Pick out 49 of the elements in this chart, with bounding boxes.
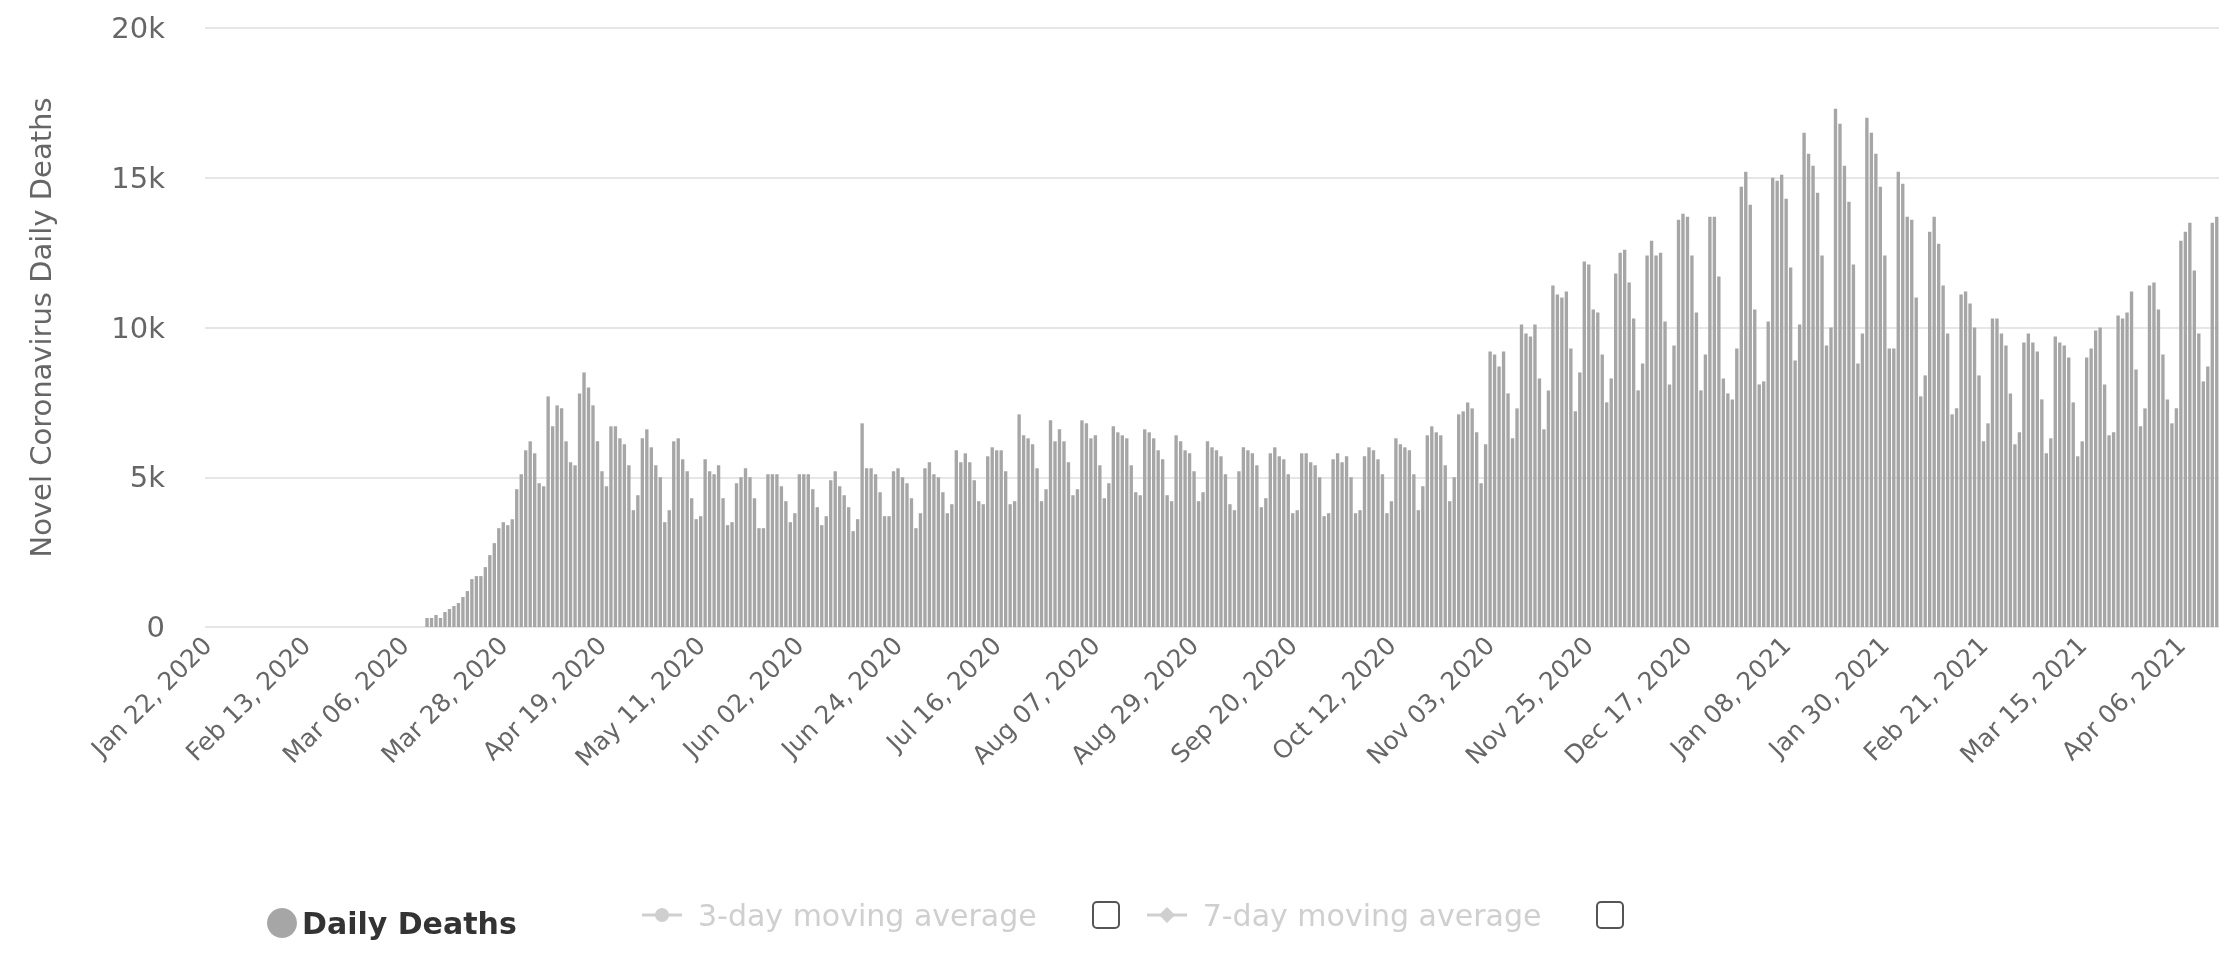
bar <box>1367 447 1371 627</box>
bar <box>1080 420 1084 627</box>
bar <box>1802 132 1806 627</box>
y-tick-label: 15k <box>111 160 166 195</box>
bar <box>1932 216 1936 627</box>
bar <box>1533 324 1537 627</box>
bar <box>1403 447 1407 627</box>
bar <box>1995 318 1999 627</box>
bar <box>2152 282 2156 627</box>
y-tick-label: 0 <box>146 610 165 644</box>
bar <box>2098 327 2102 627</box>
bar <box>1174 435 1178 627</box>
bar <box>447 609 452 627</box>
bar <box>645 429 649 627</box>
bar <box>452 606 456 627</box>
bar <box>425 618 429 627</box>
bar <box>582 372 586 627</box>
bar <box>1681 213 1685 627</box>
bar <box>443 612 447 627</box>
y-tick-label: 5k <box>129 460 166 495</box>
bar <box>2116 315 2120 627</box>
bar <box>1246 450 1250 627</box>
bar <box>775 474 779 627</box>
bar <box>1551 285 1555 627</box>
y-tick-label: 20k <box>111 11 166 45</box>
bar <box>1488 351 1492 627</box>
y-axis-title: Novel Coronavirus Daily Deaths <box>23 97 58 558</box>
bar <box>1017 414 1021 627</box>
bar <box>609 426 613 627</box>
bar <box>470 579 474 627</box>
bar <box>429 618 434 627</box>
y-tick-label: 10k <box>111 310 166 345</box>
bar <box>1865 117 1869 627</box>
bar <box>1394 438 1398 627</box>
bar <box>1026 438 1030 627</box>
bar <box>1313 465 1317 627</box>
bar <box>766 474 770 627</box>
bar <box>703 459 707 627</box>
bar <box>2188 222 2192 627</box>
bar <box>546 396 550 627</box>
bar <box>999 450 1003 627</box>
bar <box>860 423 864 627</box>
bar <box>896 468 900 627</box>
bar <box>869 468 873 627</box>
bar <box>1959 294 1963 627</box>
legend-label: Daily Deaths <box>302 905 517 941</box>
bar <box>434 615 438 627</box>
bar <box>1708 216 1712 627</box>
bar <box>555 405 559 627</box>
